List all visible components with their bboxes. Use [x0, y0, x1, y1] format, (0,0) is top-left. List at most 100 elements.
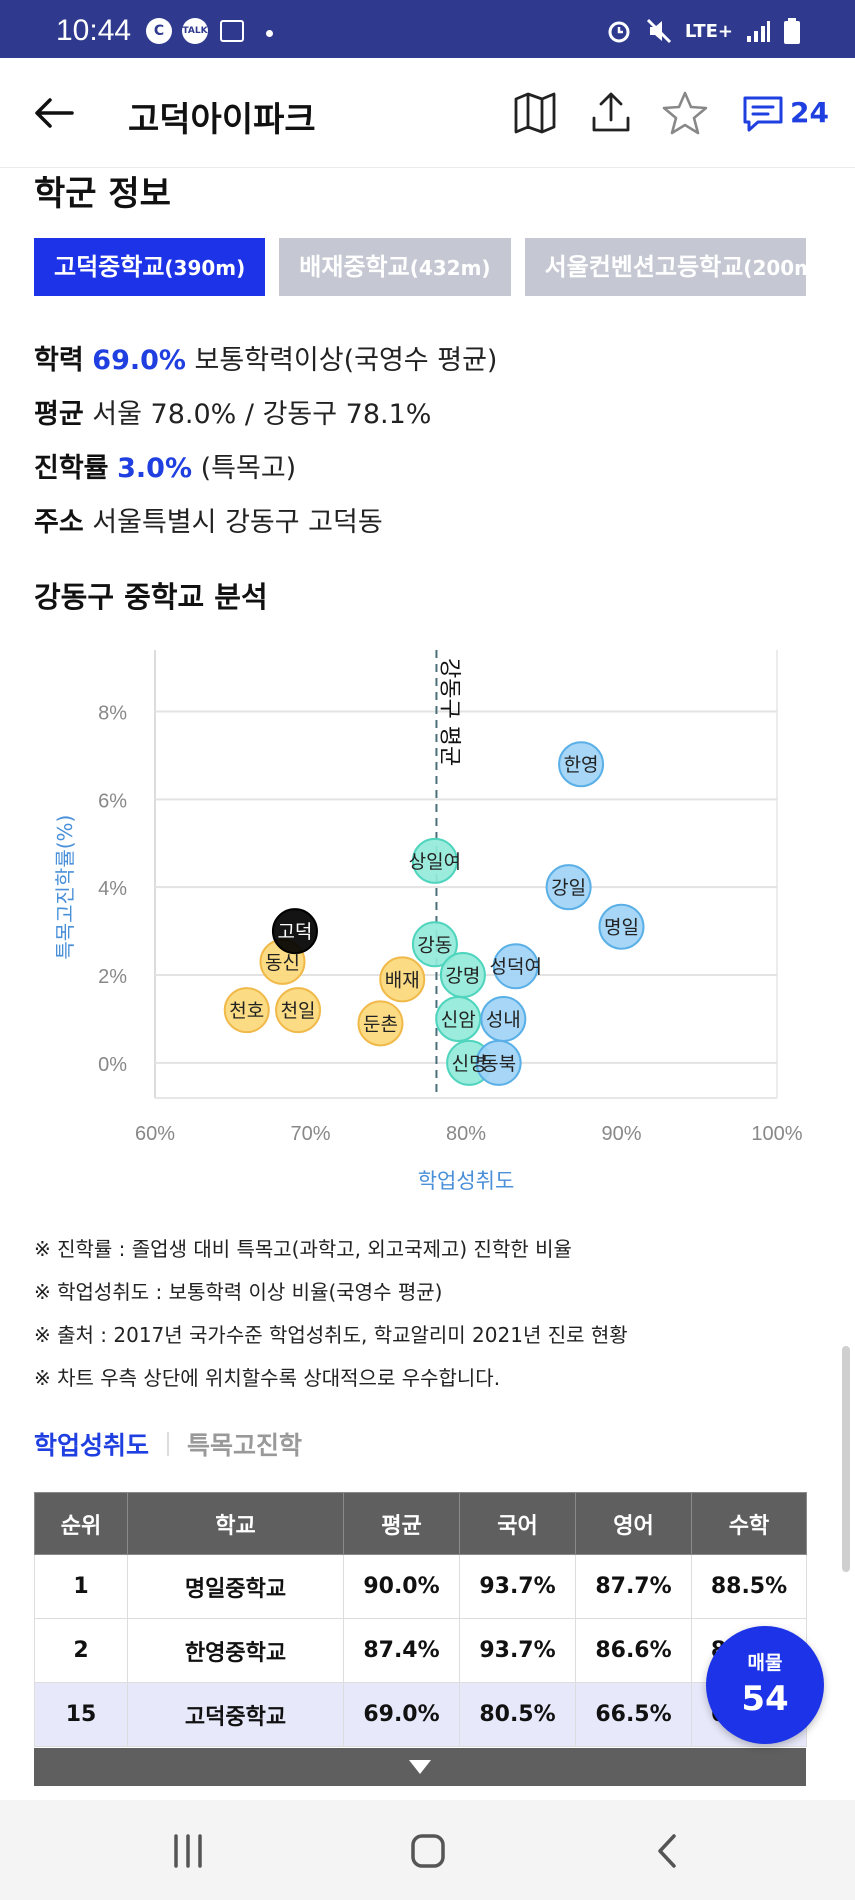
- data-point: [357, 1000, 404, 1047]
- gallery-icon: [220, 20, 244, 42]
- data-point: [271, 908, 318, 955]
- school-tabs: 고덕중학교(390m) 배재중학교(432m) 서울컨벤션고등학교(200m): [34, 238, 806, 296]
- average-line-label: 강동구 평균: [436, 658, 461, 766]
- chart-svg: 0% 2% 4% 6% 8% 60% 70% 80% 90% 100% 학업성취도 특목고진학률(%)…: [53, 650, 803, 1193]
- table-cell: 80.5%: [459, 1682, 576, 1747]
- data-point: [475, 1039, 522, 1086]
- table-header-row: 순위 학교 평균 국어 영어 수학: [34, 1492, 807, 1555]
- school-tab-dist: (390m): [164, 256, 246, 280]
- map-icon[interactable]: [510, 88, 560, 138]
- table-cell: 2: [34, 1618, 128, 1683]
- table-cell: 고덕중학교: [127, 1682, 344, 1747]
- school-tab-name: 배재중학교: [299, 253, 410, 281]
- school-tab-godeok[interactable]: 고덕중학교(390m): [34, 238, 266, 296]
- point-label: 명일: [604, 917, 639, 939]
- info-address: 주소 서울특별시 강동구 고덕동: [34, 496, 497, 550]
- data-point: [379, 956, 426, 1003]
- school-tab-baejae[interactable]: 배재중학교(432m): [279, 238, 511, 296]
- point-label: 고덕: [277, 921, 312, 943]
- table-expand-button[interactable]: [34, 1748, 806, 1786]
- tab-academic[interactable]: 학업성취도: [34, 1431, 150, 1460]
- battery-icon: [784, 18, 800, 44]
- signal-icon: [747, 21, 770, 42]
- school-tab-dist: (432m): [409, 256, 491, 280]
- school-tab-name: 고덕중학교: [54, 253, 165, 281]
- table-cell: 86.6%: [575, 1618, 692, 1683]
- info-desc: 보통학력이상(국영수 평균): [194, 345, 498, 376]
- school-tab-dist: (200m): [743, 256, 806, 280]
- chart-notes: ※ 진학률 : 졸업생 대비 특목고(과학고, 외고국제고) 진학한 비율 ※ …: [34, 1228, 628, 1400]
- app-header: 고덕아이파크 24: [0, 58, 855, 168]
- table-cell: 93.7%: [459, 1618, 576, 1683]
- info-desc: 서울 78.0% / 강동구 78.1%: [92, 399, 432, 430]
- star-icon[interactable]: [660, 88, 710, 138]
- recent-apps-icon[interactable]: [158, 1826, 218, 1876]
- status-bar: 10:44 C TALK LTE+: [0, 0, 855, 58]
- data-point: [275, 987, 322, 1034]
- note-line: ※ 출처 : 2017년 국가수준 학업성취도, 학교알리미 2021년 진로 …: [34, 1323, 628, 1347]
- info-advancement: 진학률 3.0% (특목고): [34, 442, 497, 496]
- y-tick-label: 8%: [98, 702, 127, 724]
- table-cell: 69.0%: [343, 1682, 460, 1747]
- col-header: 학교: [127, 1492, 344, 1555]
- info-average: 평균 서울 78.0% / 강동구 78.1%: [34, 388, 497, 442]
- share-icon[interactable]: [586, 88, 636, 138]
- info-value: 3.0%: [117, 453, 193, 484]
- section-title: 학군 정보: [34, 174, 171, 214]
- school-info: 학력 69.0% 보통학력이상(국영수 평균) 평균 서울 78.0% / 강동…: [34, 334, 497, 550]
- comment-icon[interactable]: [738, 88, 788, 138]
- point-label: 배재: [385, 969, 420, 991]
- data-point: [411, 921, 458, 968]
- c-icon: C: [146, 18, 172, 44]
- x-axis-label: 학업성취도: [418, 1169, 515, 1193]
- point-label: 천호: [229, 1000, 264, 1022]
- back-nav-icon[interactable]: [638, 1826, 698, 1876]
- ranking-table: 순위 학교 평균 국어 영어 수학 1 명일중학교 90.0% 93.7% 87…: [34, 1492, 807, 1747]
- y-tick-label: 6%: [98, 790, 127, 812]
- data-point: [223, 987, 270, 1034]
- table-row: 1 명일중학교 90.0% 93.7% 87.7% 88.5%: [34, 1554, 807, 1619]
- y-axis-label: 특목고진학률(%): [53, 815, 77, 960]
- table-cell: 93.7%: [459, 1554, 576, 1619]
- talk-icon: TALK: [182, 18, 208, 44]
- info-key: 진학률: [34, 453, 109, 484]
- col-header: 영어: [575, 1492, 692, 1555]
- table-cell: 90.0%: [343, 1554, 460, 1619]
- ranking-tabs: 학업성취도 특목고진학: [34, 1426, 302, 1462]
- point-label: 한영: [564, 754, 599, 776]
- data-point: [435, 995, 482, 1042]
- dot-icon: [266, 30, 273, 37]
- col-header: 순위: [34, 1492, 128, 1555]
- system-nav-bar: [0, 1800, 855, 1900]
- table-cell: 87.4%: [343, 1618, 460, 1683]
- home-icon[interactable]: [398, 1826, 458, 1876]
- x-tick-label: 70%: [290, 1123, 330, 1145]
- info-desc: 서울특별시 강동구 고덕동: [92, 507, 383, 538]
- school-tab-convention[interactable]: 서울컨벤션고등학교(200m): [524, 238, 806, 296]
- info-desc: (특목고): [200, 453, 297, 484]
- school-tab-name: 서울컨벤션고등학교: [544, 253, 744, 281]
- y-tick-label: 4%: [98, 878, 127, 900]
- back-arrow-icon[interactable]: [30, 88, 80, 138]
- mute-icon: [646, 18, 671, 44]
- scrollbar[interactable]: [842, 1346, 850, 1572]
- x-tick-label: 60%: [135, 1123, 175, 1145]
- table-cell: 1: [34, 1554, 128, 1619]
- tab-divider: [167, 1432, 170, 1456]
- table-cell: 명일중학교: [127, 1554, 344, 1619]
- data-point: [411, 837, 458, 884]
- chart-title: 강동구 중학교 분석: [34, 580, 268, 614]
- page-title: 고덕아이파크: [128, 100, 316, 140]
- info-key: 주소: [34, 507, 84, 538]
- tab-special-high[interactable]: 특목고진학: [187, 1431, 303, 1460]
- x-tick-label: 90%: [601, 1123, 641, 1145]
- listings-fab[interactable]: 매물 54: [706, 1626, 824, 1744]
- point-label: 신명: [452, 1053, 487, 1075]
- comment-count[interactable]: 24: [790, 96, 829, 129]
- note-line: ※ 진학률 : 졸업생 대비 특목고(과학고, 외고국제고) 진학한 비율: [34, 1237, 572, 1261]
- note-line: ※ 학업성취도 : 보통학력 이상 비율(국영수 평균): [34, 1280, 443, 1304]
- table-row: 2 한영중학교 87.4% 93.7% 86.6% 81.9%: [34, 1618, 807, 1683]
- info-value: 69.0%: [92, 345, 186, 376]
- point-label: 상일여: [409, 851, 461, 873]
- x-tick-label: 80%: [446, 1123, 486, 1145]
